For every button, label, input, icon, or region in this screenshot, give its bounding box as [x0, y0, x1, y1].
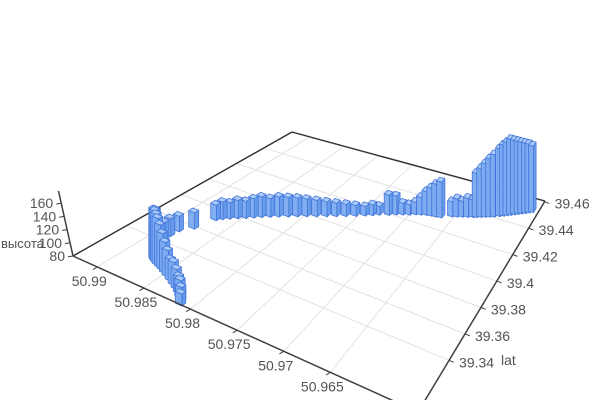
svg-text:39.34: 39.34 [459, 354, 494, 370]
bar-3d [292, 192, 303, 218]
lon-axis-ticks: 50.99 50.985 50.98 50.975 50.97 50.965 [72, 266, 344, 394]
bar-3d [350, 200, 361, 217]
svg-text:50.97: 50.97 [258, 357, 293, 373]
bar-3d [383, 189, 394, 216]
lat-axis-ticks: 39.34 39.36 39.38 39.4 39.42 39.44 39.46 [448, 196, 590, 370]
bar-3d [340, 199, 351, 218]
svg-text:39.44: 39.44 [539, 222, 574, 238]
bar-3d [436, 176, 446, 219]
svg-text:50.98: 50.98 [165, 315, 200, 331]
svg-text:39.42: 39.42 [523, 249, 558, 265]
bar-3d [273, 191, 284, 218]
bar-3d [210, 199, 222, 222]
svg-text:39.4: 39.4 [507, 275, 534, 291]
bar-3d [321, 196, 332, 218]
lat-axis-title: lat [501, 352, 516, 368]
svg-text:160: 160 [30, 195, 54, 211]
svg-text:50.965: 50.965 [301, 378, 344, 394]
bar-3d [528, 140, 537, 214]
svg-text:50.99: 50.99 [72, 273, 107, 289]
svg-text:39.38: 39.38 [491, 301, 526, 317]
svg-text:39.46: 39.46 [555, 196, 590, 212]
bar-3d [188, 207, 200, 230]
bar-3d [282, 192, 294, 218]
z-axis-title: высота [1, 236, 44, 251]
bar-3d [359, 201, 370, 217]
svg-text:100: 100 [39, 235, 63, 251]
bar-3d [311, 195, 322, 218]
elevation-bars [148, 134, 537, 307]
svg-text:50.975: 50.975 [208, 336, 251, 352]
svg-text:50.985: 50.985 [114, 294, 157, 310]
svg-text:39.36: 39.36 [475, 328, 510, 344]
bar-3d [330, 197, 341, 218]
svg-text:140: 140 [33, 208, 57, 224]
svg-text:80: 80 [49, 248, 65, 264]
axis-lines [57, 190, 546, 400]
bar-3d [264, 193, 276, 218]
svg-text:120: 120 [36, 222, 60, 238]
bar-3d [301, 194, 312, 218]
